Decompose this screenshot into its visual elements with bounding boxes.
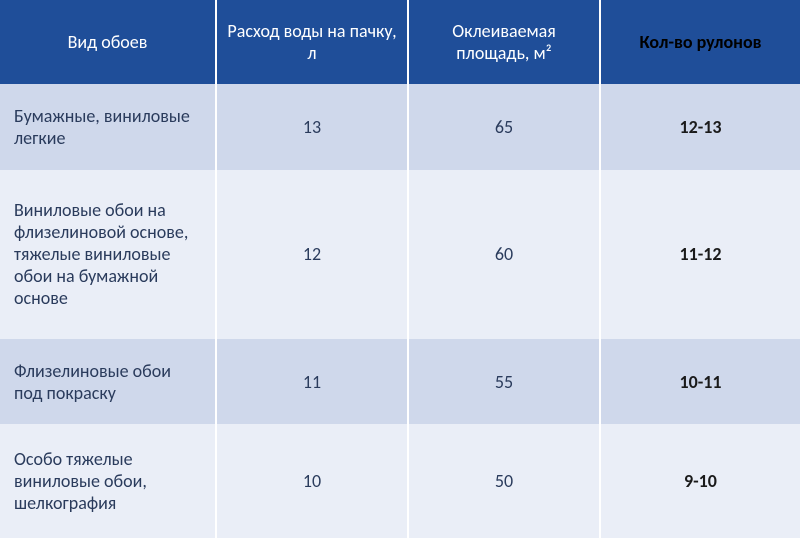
- cell-rolls: 12-13: [600, 84, 800, 170]
- table-row: Бумажные, виниловые легкие 13 65 12-13: [0, 84, 800, 170]
- cell-type: Особо тяжелые виниловые обои, шелкографи…: [0, 424, 216, 538]
- cell-type: Виниловые обои на флизелиновой основе, т…: [0, 170, 216, 339]
- cell-type: Флизелиновые обои под покраску: [0, 339, 216, 425]
- table-row: Виниловые обои на флизелиновой основе, т…: [0, 170, 800, 339]
- header-row: Вид обоев Расход воды на пачку, л Оклеив…: [0, 0, 800, 84]
- table-row: Флизелиновые обои под покраску 11 55 10-…: [0, 339, 800, 425]
- header-water: Расход воды на пачку, л: [216, 0, 408, 84]
- cell-area: 55: [408, 339, 600, 425]
- cell-area: 60: [408, 170, 600, 339]
- header-rolls: Кол-во рулонов: [600, 0, 800, 84]
- cell-water: 11: [216, 339, 408, 425]
- header-type: Вид обоев: [0, 0, 216, 84]
- cell-type: Бумажные, виниловые легкие: [0, 84, 216, 170]
- cell-area: 65: [408, 84, 600, 170]
- cell-rolls: 11-12: [600, 170, 800, 339]
- table-row: Особо тяжелые виниловые обои, шелкографи…: [0, 424, 800, 538]
- cell-rolls: 10-11: [600, 339, 800, 425]
- header-area: Оклеиваемая площадь, м²: [408, 0, 600, 84]
- cell-water: 12: [216, 170, 408, 339]
- cell-area: 50: [408, 424, 600, 538]
- cell-water: 10: [216, 424, 408, 538]
- cell-rolls: 9-10: [600, 424, 800, 538]
- wallpaper-table: Вид обоев Расход воды на пачку, л Оклеив…: [0, 0, 800, 538]
- cell-water: 13: [216, 84, 408, 170]
